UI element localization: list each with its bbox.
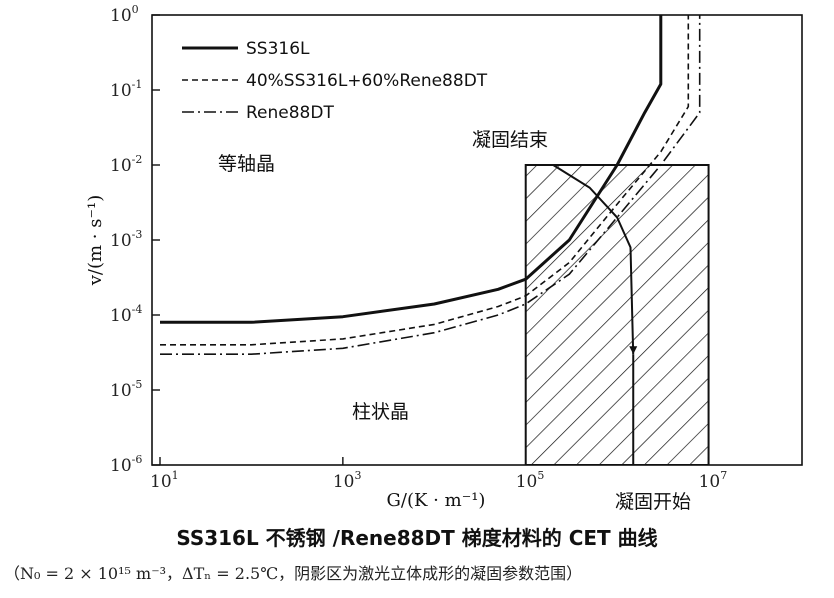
legend-label-mixed: 40%SS316L+60%Rene88DT <box>246 71 488 91</box>
series-line-2 <box>160 15 690 346</box>
label-solidification-end: 凝固结束 <box>472 129 548 151</box>
figure-title: SS316L 不锈钢 /Rene88DT 梯度材料的 CET 曲线 <box>176 526 658 550</box>
y-tick-label: 10-4 <box>110 303 142 326</box>
x-tick-label: 107 <box>699 469 728 492</box>
label-solidification-start: 凝固开始 <box>615 491 691 513</box>
solidification-end-curve <box>552 164 635 355</box>
label-equiaxed: 等轴晶 <box>218 153 275 175</box>
x-tick-label: 101 <box>150 469 179 492</box>
y-tick-label: 10-1 <box>110 78 142 101</box>
x-tick-label: 105 <box>516 469 545 492</box>
y-tick-label: 10-3 <box>110 228 142 251</box>
legend: SS316L 40%SS316L+60%Rene88DT Rene88DT <box>182 39 488 123</box>
legend-label-rene88dt: Rene88DT <box>246 103 334 123</box>
x-axis-label: G/(K · m⁻¹) <box>387 490 486 511</box>
y-tick-label: 10-2 <box>110 153 142 176</box>
y-axis-label: v/(m · s⁻¹) <box>85 195 106 286</box>
arrow-head-marker <box>629 346 638 355</box>
y-tick-label: 100 <box>110 3 139 26</box>
shaded-region <box>524 164 710 465</box>
legend-label-ss316l: SS316L <box>246 39 310 59</box>
series-lines <box>160 15 701 356</box>
shaded-region-rect <box>524 164 710 465</box>
solidification-curves <box>552 164 638 465</box>
label-columnar: 柱状晶 <box>352 401 409 423</box>
y-tick-label: 10-6 <box>110 453 142 476</box>
y-tick-label: 10-5 <box>110 378 142 401</box>
cet-chart: 101 103 105 10710-610-510-410-310-210-1100 … <box>85 3 803 513</box>
x-tick-label: 103 <box>333 469 362 492</box>
figure-note: （N₀ = 2 × 10¹⁵ m⁻³，ΔTₙ = 2.5℃，阴影区为激光立体成形… <box>4 564 583 583</box>
series-line-3 <box>160 15 701 356</box>
series-line-1 <box>160 15 663 324</box>
